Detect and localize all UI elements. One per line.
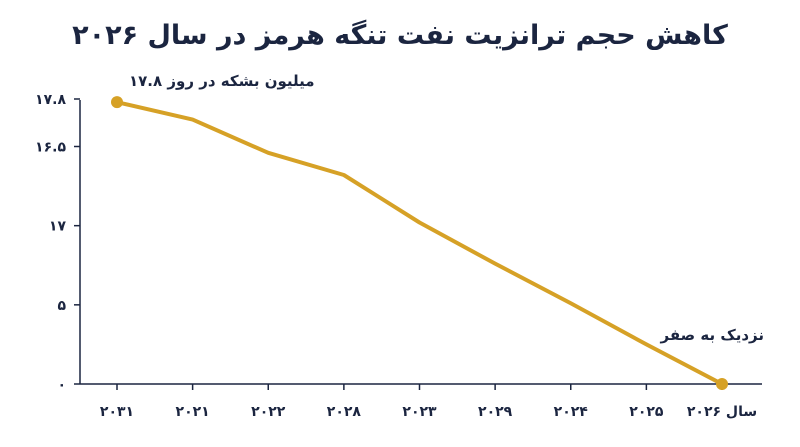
y-tick-label: ۱۶.۵ xyxy=(35,140,66,156)
x-tick-label: ۲۰۲۳ xyxy=(402,404,437,420)
x-tick-label: ۲۰۲۴ xyxy=(554,404,589,420)
annotation-label: نزدیک به صفر xyxy=(660,326,764,344)
y-tick-label: ۰ xyxy=(57,377,66,393)
data-point-marker xyxy=(716,378,728,390)
x-tick-label: ۲۰۳۱ xyxy=(100,404,134,420)
y-tick-label: ۵ xyxy=(57,298,66,314)
x-tick-label: ۲۰۲۹ xyxy=(478,404,513,420)
axes xyxy=(79,100,762,385)
y-tick-label: ۱۷ xyxy=(49,219,67,235)
series xyxy=(111,96,728,390)
annotations: ۱۷.۸ میلیون بشکه در روز نزدیک به صفر xyxy=(129,72,764,344)
x-tick-label: ۲۰۲۵ xyxy=(629,404,664,420)
series-line xyxy=(115,100,724,386)
x-tick-label: ۲۰۲۲ xyxy=(251,404,286,420)
annotation-label: ۱۷.۸ میلیون بشکه در روز xyxy=(129,72,315,90)
y-tick-label: ۱۷.۸ xyxy=(35,92,66,108)
chart-title: کاهش حجم ترانزیت نفت تنگه هرمز در سال ۲۰… xyxy=(72,20,728,51)
x-tick-label: ۲۰۲۱ xyxy=(176,404,210,420)
x-ticks: ۲۰۳۱ ۲۰۲۱ ۲۰۲۲ ۲۰۲۸ ۲۰۲۳ ۲۰۲۹ ۲۰۲۴ ۲۰۲۵ سال ۲۰۲۶ xyxy=(100,384,757,420)
data-point-marker xyxy=(111,96,123,109)
y-ticks: ۰ ۵ ۱۷ ۱۶.۵ ۱۷.۸ xyxy=(35,92,80,393)
x-tick-label: سال ۲۰۲۶ xyxy=(687,404,757,420)
x-tick-label: ۲۰۲۸ xyxy=(327,404,362,420)
